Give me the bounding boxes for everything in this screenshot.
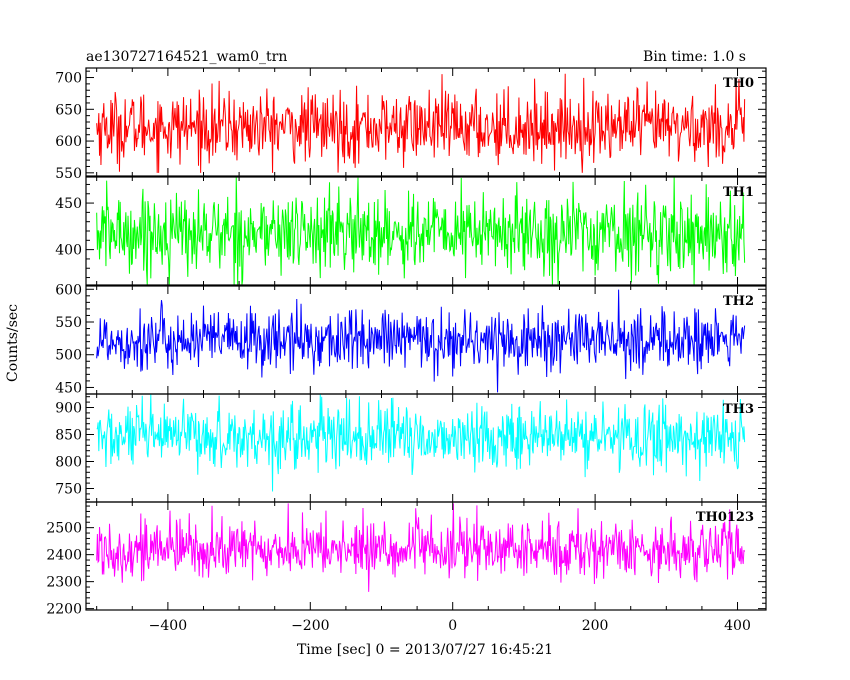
y-tick-label: 600 [55, 134, 82, 150]
panels-layer: 550 600 650 700 TH0 400 450 TH1 450 500 550 600 TH2 7… [46, 67, 767, 634]
y-tick-label: 550 [55, 315, 82, 331]
y-tick-label: 750 [55, 482, 82, 498]
series-th3 [96, 394, 746, 492]
y-tick-label: 450 [55, 380, 82, 396]
y-tick-label: 400 [55, 243, 82, 259]
panel-th0: 550 600 650 700 TH0 [55, 67, 767, 182]
y-tick-label: 2500 [46, 521, 82, 537]
x-tick-label: 400 [724, 618, 751, 634]
series-th0 [96, 73, 746, 173]
y-tick-label: 850 [55, 428, 82, 444]
legend-label: TH3 [723, 402, 754, 417]
x-tick-label: 0 [448, 618, 457, 634]
y-tick-label: 2400 [46, 548, 82, 564]
y-tick-label: 2200 [46, 602, 82, 618]
bin-time-label: Bin time: 1.0 s [643, 49, 746, 65]
y-tick-label: 450 [55, 196, 82, 212]
x-tick-label: 200 [582, 618, 609, 634]
x-axis-label: Time [sec] 0 = 2013/07/27 16:45:21 [297, 642, 553, 658]
panel-frame [85, 501, 767, 611]
x-tick-label: −200 [291, 618, 329, 634]
legend-label: TH0123 [696, 510, 754, 525]
y-tick-label: 700 [55, 71, 82, 87]
y-tick-label: 550 [55, 166, 82, 182]
legend-label: TH0 [723, 76, 754, 91]
y-tick-label: 800 [55, 455, 82, 471]
chart-title: ae130727164521_wam0_trn [86, 49, 287, 65]
y-tick-label: 2300 [46, 575, 82, 591]
y-tick-label: 500 [55, 348, 82, 364]
x-tick-label: −400 [149, 618, 187, 634]
legend-label: TH2 [723, 294, 754, 309]
y-tick-label: 650 [55, 102, 82, 118]
y-axis-label: Counts/sec [5, 304, 21, 382]
series-th2 [96, 289, 746, 393]
legend-label: TH1 [723, 185, 754, 200]
panel-th0123: 2200 2300 2400 2500 TH0123 [46, 501, 767, 618]
panel-th1: 400 450 TH1 [55, 176, 767, 286]
panel-th2: 450 500 550 600 TH2 [55, 282, 767, 396]
panel-th3: 750 800 850 900 TH3 [55, 393, 767, 503]
y-tick-label: 600 [55, 282, 82, 298]
series-th0123 [96, 503, 746, 592]
y-tick-label: 900 [55, 401, 82, 417]
series-th1 [96, 177, 746, 285]
